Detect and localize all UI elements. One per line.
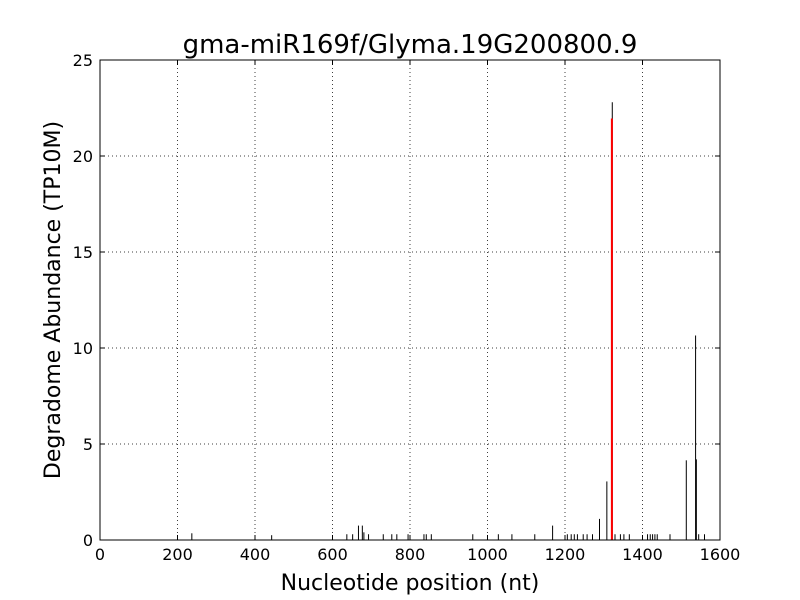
x-tick-label: 400 bbox=[240, 545, 271, 564]
x-tick-label: 1400 bbox=[622, 545, 663, 564]
x-tick-label: 600 bbox=[317, 545, 348, 564]
y-tick-label: 25 bbox=[73, 51, 93, 70]
x-axis-label: Nucleotide position (nt) bbox=[281, 571, 540, 596]
y-tick-label: 10 bbox=[73, 339, 93, 358]
y-tick-label: 0 bbox=[83, 531, 93, 550]
x-tick-label: 200 bbox=[162, 545, 193, 564]
x-tick-label: 1600 bbox=[700, 545, 741, 564]
grid-lines bbox=[100, 60, 720, 540]
x-tick-label: 800 bbox=[395, 545, 426, 564]
bar-series bbox=[191, 102, 705, 540]
axis-ticks: 0 200 400 600 800 1000 1200 1400 1600 0 5 10 15 20 25 bbox=[73, 51, 741, 564]
x-tick-label: 0 bbox=[95, 545, 105, 564]
x-tick-label: 1200 bbox=[545, 545, 586, 564]
y-tick-label: 20 bbox=[73, 147, 93, 166]
y-axis-label: Degradome Abundance (TP10M) bbox=[41, 121, 66, 479]
chart-title: gma-miR169f/Glyma.19G200800.9 bbox=[183, 30, 638, 60]
x-tick-label: 1000 bbox=[467, 545, 508, 564]
y-tick-label: 15 bbox=[73, 243, 93, 262]
y-tick-label: 5 bbox=[83, 435, 93, 454]
